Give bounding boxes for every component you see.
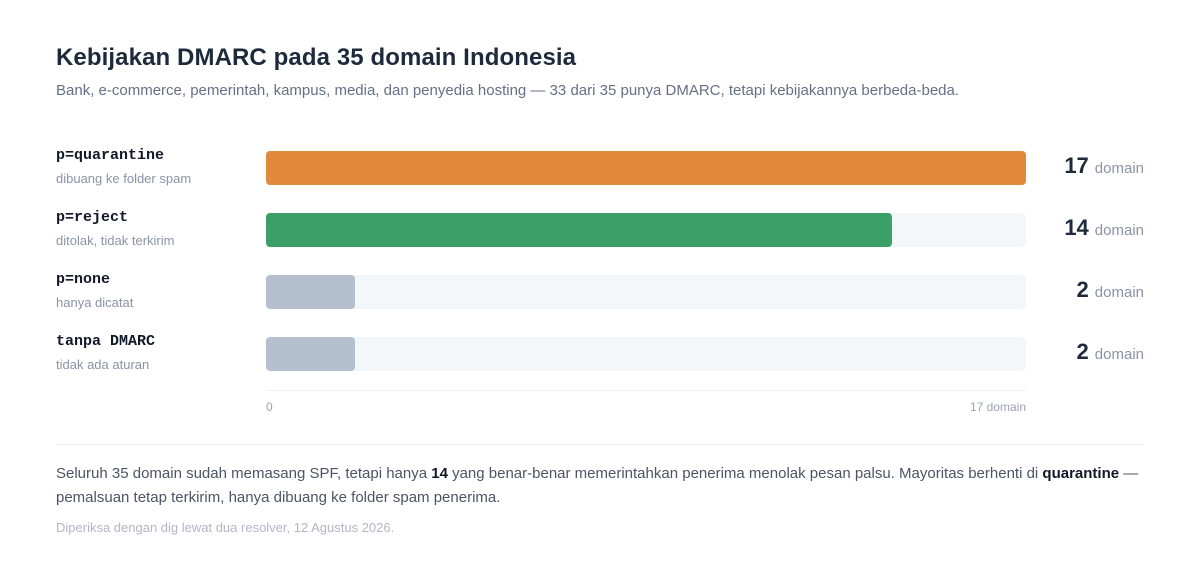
bar-chart: p=quarantine dibuang ke folder spam 17 doma… (56, 147, 1144, 372)
axis-max-label: 17 domain (969, 400, 1026, 414)
value-label-2: 2 domain (1077, 277, 1144, 303)
value-label-0: 17 domain (1064, 153, 1144, 179)
bar-3 (266, 337, 355, 371)
category-description-1: ditolak, tidak terkirim (56, 233, 175, 248)
value-number-2: 2 (1076, 277, 1089, 302)
value-unit-2: domain (1094, 284, 1144, 301)
value-unit-1: domain (1094, 222, 1144, 239)
summary-part-3: — pemalsuan tetap terkirim, hanya dibuan… (56, 465, 1139, 506)
value-label-1: 14 domain (1064, 215, 1144, 241)
chart-subtitle: Bank, e-commerce, pemerintah, kampus, me… (56, 82, 960, 99)
summary-part-1: Seluruh 35 domain sudah memasang SPF, te… (56, 465, 432, 482)
summary-bold-quarantine: quarantine (1042, 465, 1120, 482)
value-unit-3: domain (1094, 346, 1144, 363)
bar-0 (266, 151, 1026, 185)
value-unit-0: domain (1094, 160, 1144, 177)
axis-line (266, 390, 1026, 391)
chart-title: Kebijakan DMARC pada 35 domain Indonesia (56, 44, 577, 71)
value-number-3: 2 (1076, 339, 1089, 364)
summary-part-2: yang benar-benar memerintahkan penerima … (447, 465, 1043, 482)
category-label-2: p=none (56, 271, 111, 288)
category-label-3: tanpa DMARC (56, 333, 156, 350)
summary-text: Seluruh 35 domain sudah memasang SPF, te… (56, 462, 1146, 510)
divider (56, 444, 1144, 445)
axis-min-label: 0 (266, 400, 273, 414)
category-label-0: p=quarantine (56, 147, 165, 164)
category-description-3: tidak ada aturan (56, 357, 150, 372)
summary-bold-count: 14 (431, 465, 448, 482)
bar-track-3 (266, 337, 1026, 371)
bar-track-2 (266, 275, 1026, 309)
category-description-0: dibuang ke folder spam (56, 171, 192, 186)
value-number-1: 14 (1064, 215, 1089, 240)
bar-2 (266, 275, 355, 309)
category-description-2: hanya dicatat (56, 295, 134, 310)
bar-1 (266, 213, 892, 247)
value-number-0: 17 (1064, 153, 1089, 178)
value-label-3: 2 domain (1077, 339, 1144, 365)
footnote: Diperiksa dengan dig lewat dua resolver,… (56, 520, 395, 535)
category-label-1: p=reject (56, 209, 129, 226)
